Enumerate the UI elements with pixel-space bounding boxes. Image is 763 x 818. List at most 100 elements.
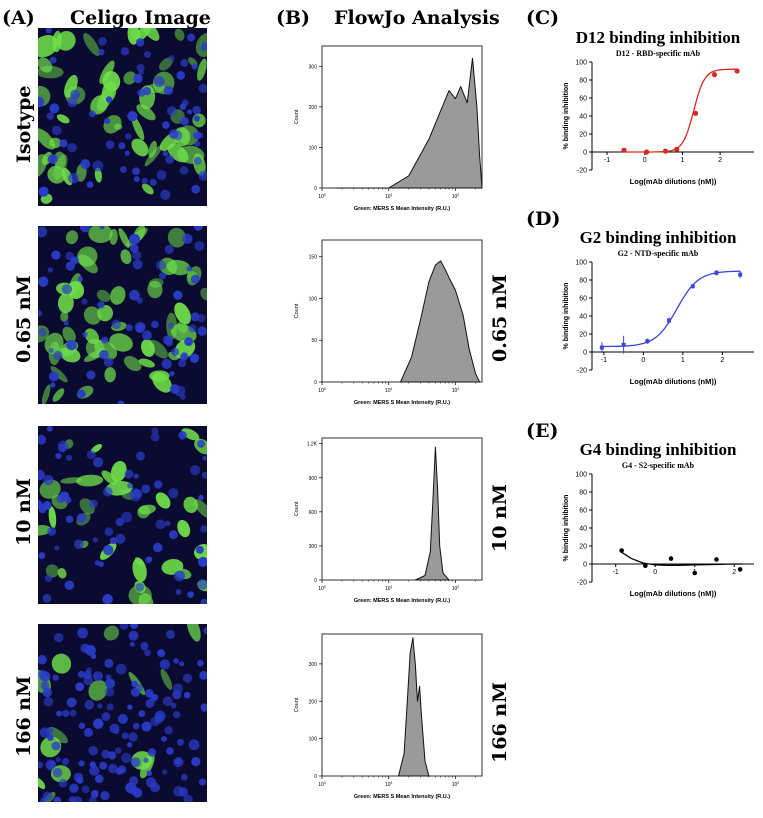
nucleus-blue-stain bbox=[46, 761, 55, 771]
nucleus-blue-stain bbox=[155, 260, 167, 271]
nucleus-blue-stain bbox=[188, 739, 200, 751]
y-axis-label: % binding inhibition bbox=[563, 83, 570, 150]
y-tick-label: -20 bbox=[577, 580, 587, 587]
y-tick-label: 100 bbox=[309, 296, 318, 302]
cell-green-stain bbox=[138, 504, 156, 515]
nucleus-blue-stain bbox=[118, 142, 126, 150]
nucleus-blue-stain bbox=[175, 589, 182, 595]
nucleus-blue-stain bbox=[103, 357, 114, 367]
y-tick-label: 300 bbox=[309, 544, 318, 550]
nucleus-blue-stain bbox=[164, 726, 173, 735]
nucleus-blue-stain bbox=[127, 704, 133, 710]
nucleus-blue-stain bbox=[84, 699, 95, 710]
cell-green-stain bbox=[52, 30, 62, 53]
panel-e-letter: (E) bbox=[526, 420, 559, 442]
celigo-image-isotype bbox=[38, 28, 207, 206]
nucleus-blue-stain bbox=[38, 552, 46, 559]
nucleus-blue-stain bbox=[69, 709, 77, 717]
x-axis-label: Green: MERS S Mean Intensity (R.U.) bbox=[354, 400, 450, 406]
cell-green-stain bbox=[127, 28, 140, 45]
cell-green-stain bbox=[90, 95, 109, 115]
nucleus-blue-stain bbox=[65, 454, 73, 461]
nucleus-blue-stain bbox=[149, 178, 157, 186]
cell-green-stain bbox=[177, 519, 191, 538]
nucleus-blue-stain bbox=[88, 796, 97, 802]
histogram-frame bbox=[321, 633, 483, 777]
nucleus-blue-stain bbox=[156, 170, 167, 181]
cell-green-stain bbox=[149, 370, 170, 382]
histogram-area bbox=[397, 637, 430, 777]
nucleus-blue-stain bbox=[78, 760, 85, 767]
nucleus-blue-stain bbox=[146, 556, 153, 563]
x-tick-label: 102 bbox=[452, 387, 460, 394]
x-tick-label: 101 bbox=[385, 585, 393, 592]
nucleus-blue-stain bbox=[180, 59, 189, 67]
nucleus-blue-stain bbox=[153, 542, 163, 553]
nucleus-blue-stain bbox=[68, 172, 79, 184]
nucleus-blue-stain bbox=[141, 721, 152, 732]
y-tick-label: 80 bbox=[579, 78, 587, 85]
x-tick-label: 100 bbox=[318, 585, 326, 592]
data-point bbox=[621, 147, 627, 153]
nucleus-blue-stain bbox=[55, 757, 61, 763]
celigo-image-166nm bbox=[38, 624, 207, 802]
nucleus-blue-stain bbox=[171, 348, 180, 357]
y-axis-label: % binding inhibition bbox=[563, 495, 570, 562]
y-tick-label: 20 bbox=[579, 132, 587, 139]
panel-a-title: Celigo Image bbox=[70, 7, 211, 29]
cell-green-stain bbox=[132, 558, 147, 583]
nucleus-blue-stain bbox=[178, 359, 187, 368]
nucleus-blue-stain bbox=[172, 130, 183, 141]
nucleus-blue-stain bbox=[92, 160, 104, 172]
cell-green-stain bbox=[83, 306, 102, 325]
nucleus-blue-stain bbox=[99, 761, 108, 770]
y-tick-label: 60 bbox=[579, 96, 587, 103]
nucleus-blue-stain bbox=[111, 319, 121, 329]
x-tick-label: -1 bbox=[604, 157, 610, 164]
nucleus-blue-stain bbox=[176, 71, 186, 80]
nucleus-blue-stain bbox=[189, 353, 200, 363]
nucleus-blue-stain bbox=[191, 756, 201, 767]
x-tick-label: 2 bbox=[718, 157, 722, 164]
cell-green-stain bbox=[45, 564, 59, 578]
nucleus-blue-stain bbox=[121, 511, 133, 523]
nucleus-blue-stain bbox=[167, 322, 175, 330]
cell-green-stain bbox=[158, 57, 173, 71]
nucleus-blue-stain bbox=[92, 457, 104, 468]
nucleus-blue-stain bbox=[166, 747, 174, 755]
celigo-image-0-65nm bbox=[38, 226, 207, 404]
data-point bbox=[643, 563, 648, 569]
nucleus-blue-stain bbox=[179, 166, 189, 175]
nucleus-blue-stain bbox=[136, 451, 146, 461]
x-tick-label: -1 bbox=[613, 569, 619, 576]
y-tick-label: 0 bbox=[314, 578, 317, 584]
data-point bbox=[693, 110, 699, 116]
y-tick-label: 1.2K bbox=[307, 442, 318, 448]
nucleus-blue-stain bbox=[161, 769, 168, 775]
data-point bbox=[734, 68, 740, 74]
cell-green-stain bbox=[123, 355, 142, 372]
x-axis-label: Log(mAb dilutions (nM)) bbox=[630, 377, 717, 386]
nucleus-blue-stain bbox=[105, 678, 116, 689]
y-tick-label: 100 bbox=[309, 145, 318, 151]
nucleus-blue-stain bbox=[127, 111, 138, 122]
nucleus-blue-stain bbox=[101, 749, 110, 759]
data-point bbox=[662, 148, 669, 154]
nucleus-blue-stain bbox=[145, 698, 155, 708]
y-tick-label: -20 bbox=[577, 168, 587, 175]
nucleus-blue-stain bbox=[164, 520, 171, 527]
nucleus-blue-stain bbox=[89, 761, 96, 768]
nucleus-blue-stain bbox=[124, 469, 134, 479]
nucleus-blue-stain bbox=[187, 591, 194, 598]
nucleus-blue-stain bbox=[154, 480, 163, 489]
nucleus-blue-stain bbox=[38, 669, 47, 679]
y-axis-label: % binding inhibition bbox=[563, 283, 570, 350]
fit-curve bbox=[621, 551, 743, 566]
nucleus-blue-stain bbox=[79, 226, 91, 233]
y-tick-label: 80 bbox=[579, 490, 587, 497]
cell-green-stain bbox=[60, 311, 69, 322]
x-tick-label: 102 bbox=[452, 193, 460, 200]
nucleus-blue-stain bbox=[38, 327, 47, 337]
nucleus-blue-stain bbox=[117, 713, 128, 725]
nucleus-blue-stain bbox=[193, 131, 202, 140]
